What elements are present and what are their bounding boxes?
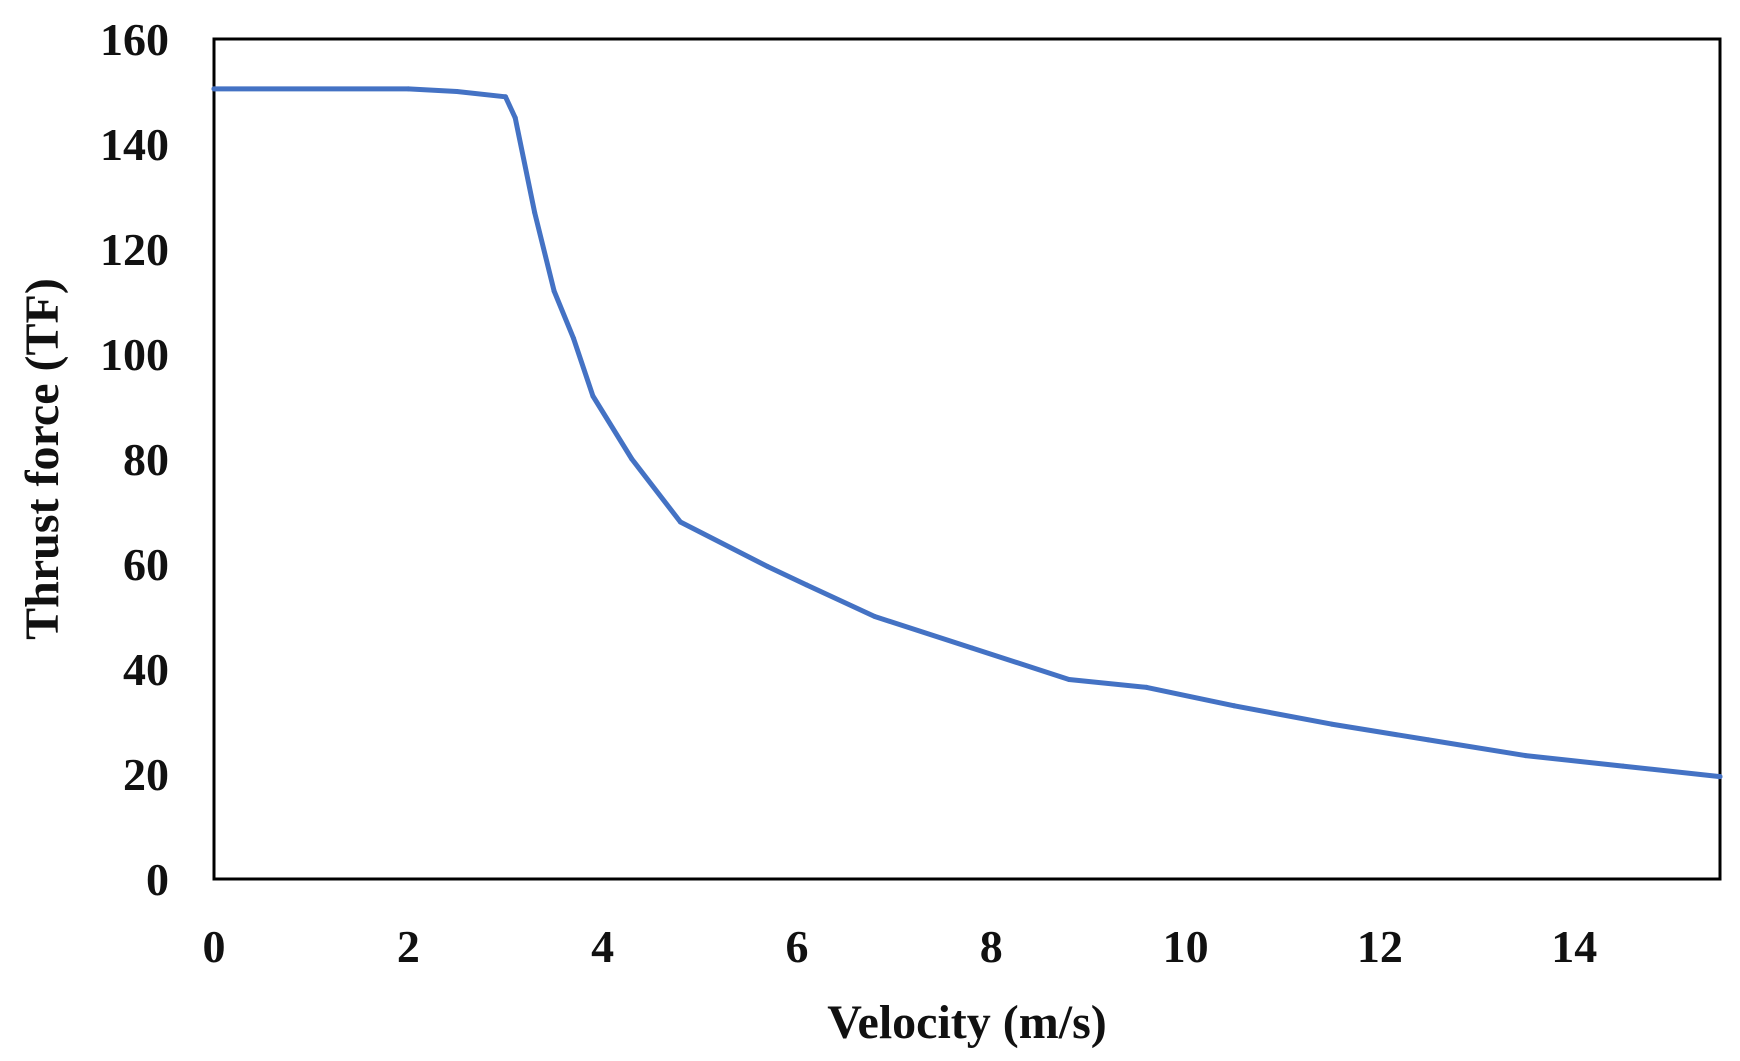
x-tick-label-12: 12 — [1357, 921, 1403, 972]
plot-area-frame — [212, 37, 1722, 881]
data-point — [454, 89, 460, 94]
y-axis-title: Thrust force (TF) — [16, 278, 69, 640]
data-point — [1144, 684, 1150, 690]
data-point — [211, 86, 217, 92]
x-axis-title: Velocity (m/s) — [827, 996, 1107, 1049]
data-point — [512, 115, 518, 121]
data-point — [765, 564, 771, 570]
y-tick-label-40: 40 — [123, 644, 169, 695]
y-tick-label-160: 160 — [100, 14, 169, 65]
data-point — [872, 614, 878, 619]
series-layer — [211, 86, 1723, 780]
y-tick-label-140: 140 — [100, 119, 169, 170]
data-point — [532, 209, 538, 215]
data-point — [1328, 721, 1334, 727]
data-point — [677, 519, 683, 525]
x-tick-label-6: 6 — [785, 921, 808, 972]
y-tick-label-80: 80 — [123, 434, 169, 485]
data-point — [1231, 703, 1237, 709]
data-point — [1523, 753, 1529, 759]
x-axis-tick-labels: 0 2 4 6 8 10 12 14 — [203, 921, 1598, 972]
x-tick-label-10: 10 — [1163, 921, 1209, 972]
data-point — [1717, 774, 1723, 780]
y-tick-label-60: 60 — [123, 539, 169, 590]
data-point — [969, 645, 975, 651]
data-point — [405, 86, 411, 92]
data-point — [590, 393, 596, 399]
data-point — [1426, 737, 1431, 743]
y-tick-label-120: 120 — [100, 224, 169, 275]
data-point — [1066, 677, 1072, 682]
x-tick-label-4: 4 — [591, 921, 614, 972]
y-tick-label-0: 0 — [146, 854, 169, 905]
data-point — [503, 94, 508, 100]
data-point — [804, 582, 810, 588]
x-tick-label-0: 0 — [203, 921, 226, 972]
x-tick-label-8: 8 — [980, 921, 1003, 972]
data-point — [571, 335, 576, 341]
y-tick-label-20: 20 — [123, 749, 169, 800]
data-point — [1620, 763, 1626, 769]
x-tick-label-2: 2 — [397, 921, 420, 972]
x-tick-label-14: 14 — [1551, 921, 1597, 972]
data-point — [629, 456, 635, 462]
y-axis-tick-labels: 0 20 40 60 80 100 120 140 160 — [100, 14, 169, 905]
y-tick-label-100: 100 — [100, 329, 169, 380]
data-point — [551, 288, 557, 294]
